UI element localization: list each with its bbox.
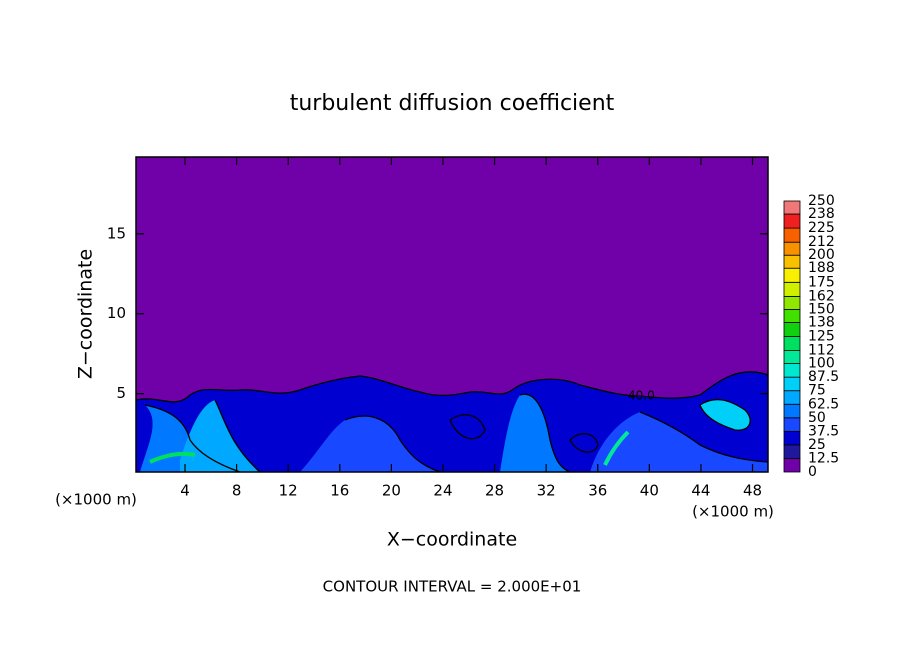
colorbar-label: 238	[808, 206, 835, 222]
x-tick-label: 44	[691, 482, 710, 500]
y-tick-label: 5	[116, 384, 126, 402]
colorbar-label: 162	[808, 288, 835, 304]
contour-field	[135, 157, 769, 473]
colorbar-label: 75	[808, 383, 826, 399]
colorbar-label: 50	[808, 410, 826, 426]
colorbar-box	[783, 254, 801, 269]
colorbar-label: 138	[808, 314, 835, 330]
colorbar-label: 100	[808, 356, 835, 372]
colorbar-label: 12.5	[808, 450, 839, 466]
contour-label: 40.0	[628, 389, 655, 403]
colorbar-box	[783, 281, 801, 297]
colorbar-box	[783, 444, 801, 459]
chart-title: turbulent diffusion coefficient	[290, 91, 615, 116]
colorbar-box	[783, 267, 801, 283]
colorbar-box	[783, 213, 801, 229]
colorbar-box	[783, 200, 801, 215]
x-tick-label: 32	[537, 482, 556, 500]
x-tick-label: 12	[279, 482, 298, 500]
x-tick-label: 8	[232, 482, 242, 500]
colorbar-box	[783, 363, 801, 378]
x-tick-label: 20	[382, 482, 401, 500]
colorbar-label: 87.5	[808, 369, 839, 385]
x-tick-label: 48	[743, 482, 762, 500]
plot-frame	[135, 156, 769, 473]
colorbar-box	[783, 295, 801, 310]
x-tick-label: 28	[485, 482, 504, 500]
y-tick-label: 10	[107, 304, 126, 322]
colorbar-label: 225	[808, 220, 835, 236]
y-axis-label: Z−coordinate	[75, 249, 97, 379]
colorbar-label: 188	[808, 260, 835, 276]
colorbar-box	[783, 390, 801, 405]
colorbar-box	[783, 403, 801, 419]
colorbar-label: 25	[808, 437, 826, 453]
colorbar-label: 175	[808, 274, 835, 290]
x-unit: (×1000 m)	[692, 503, 774, 521]
colorbar-label: 37.5	[808, 423, 839, 439]
colorbar-box	[783, 458, 801, 473]
colorbar-label: 62.5	[808, 396, 839, 412]
x-tick-label: 16	[330, 482, 349, 500]
x-axis-label: X−coordinate	[387, 529, 517, 551]
colorbar-box	[783, 350, 801, 365]
colorbar-label: 112	[808, 343, 835, 359]
colorbar-label: 125	[808, 329, 835, 345]
colorbar-box	[783, 241, 801, 256]
colorbar-label: 150	[808, 301, 835, 317]
x-tick-label: 4	[180, 482, 190, 500]
colorbar-box	[783, 336, 801, 351]
colorbar-box	[783, 417, 801, 432]
colorbar-box	[783, 227, 801, 243]
colorbar-box	[783, 308, 801, 323]
footer-note: CONTOUR INTERVAL = 2.000E+01	[323, 578, 582, 596]
colorbar-box	[783, 376, 801, 392]
y-tick-label: 15	[107, 224, 126, 242]
colorbar-label: 0	[808, 464, 817, 480]
colorbar-box	[783, 322, 801, 337]
colorbar-label: 200	[808, 247, 835, 263]
x-tick-label: 24	[433, 482, 452, 500]
x-tick-label: 36	[588, 482, 607, 500]
colorbar-label: 250	[808, 193, 835, 209]
colorbar-label: 212	[808, 234, 835, 250]
x-tick-label: 40	[640, 482, 659, 500]
x-unit: (×1000 m)	[55, 491, 137, 509]
colorbar-box	[783, 430, 801, 446]
